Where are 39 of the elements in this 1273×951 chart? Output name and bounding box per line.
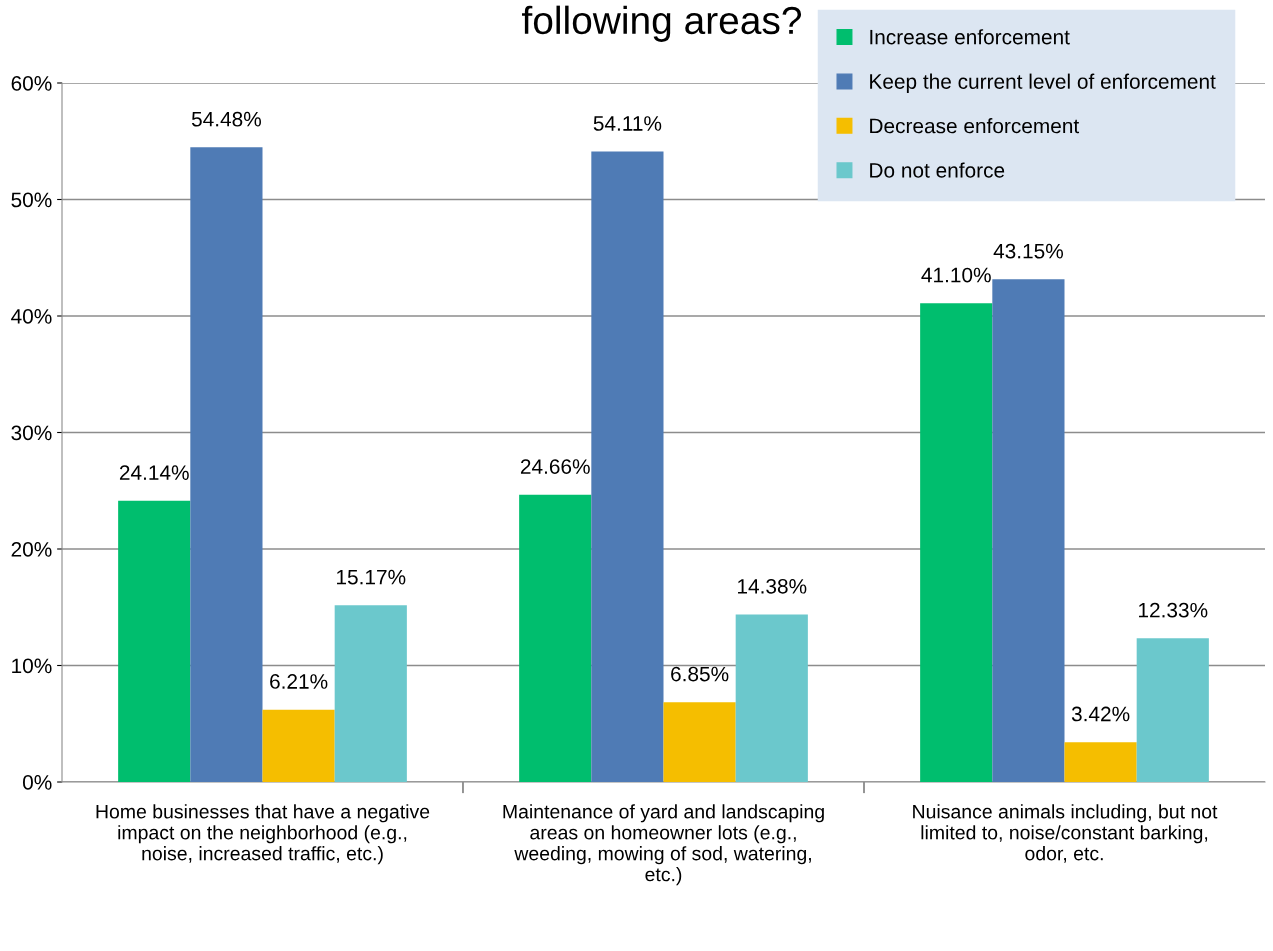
- x-tick-label: Home businesses that have a negative impact on the neighborhood (e.g., noise, increased traffic, etc.): [96, 804, 430, 865]
- bar: [1064, 742, 1137, 782]
- bar: [735, 614, 808, 782]
- y-tick-label: 10%: [12, 658, 52, 674]
- bar: [992, 279, 1065, 782]
- legend-label: Increase enforcement: [870, 29, 1070, 45]
- data-label: 15.17%: [337, 569, 406, 585]
- y-tick-label: 30%: [11, 425, 52, 441]
- data-label: 41.10%: [921, 267, 991, 283]
- chart-title: following areas?: [522, 5, 802, 42]
- bar: [334, 605, 407, 782]
- x-tick-label: Maintenance of yard and landscaping areas on homeowner lots (e.g., weeding, mowing of sod, watering, etc.): [503, 804, 824, 886]
- data-label: 54.48%: [191, 111, 261, 127]
- data-label: 6.21%: [270, 674, 328, 689]
- y-tick-label: 0%: [22, 775, 52, 790]
- y-tick-label: 40%: [11, 309, 52, 324]
- bar: [118, 500, 191, 782]
- data-label: 24.66%: [520, 459, 590, 474]
- legend-label: Keep the current level of enforcement: [870, 73, 1216, 94]
- data-label: 12.33%: [1139, 602, 1208, 618]
- data-label: 54.11%: [593, 116, 662, 131]
- x-tick-label: Nuisance animals including, but not limited to, noise/constant barking, odor, etc.: [913, 804, 1218, 863]
- data-label: 3.42%: [1071, 706, 1130, 722]
- y-tick-label: 50%: [11, 192, 52, 208]
- legend-label: Decrease enforcement: [870, 118, 1080, 134]
- bar: [591, 151, 664, 782]
- data-label: 6.85%: [671, 666, 729, 682]
- data-label: 24.14%: [119, 465, 189, 480]
- data-label: 43.15%: [993, 243, 1063, 259]
- bar: [190, 147, 263, 782]
- data-label: 14.38%: [738, 578, 807, 594]
- bar: [920, 303, 993, 782]
- legend-label: Do not enforce: [870, 162, 1005, 178]
- bar: [519, 494, 592, 782]
- y-tick-label: 20%: [11, 542, 52, 557]
- bar: [1136, 638, 1209, 782]
- bar: [262, 709, 335, 782]
- bar: [663, 702, 736, 782]
- y-tick-label: 60%: [11, 76, 52, 91]
